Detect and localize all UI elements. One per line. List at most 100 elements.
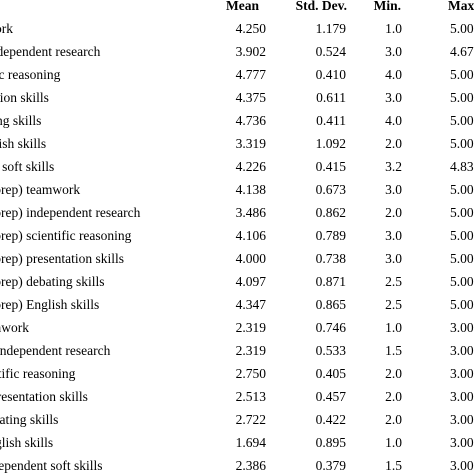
row-max: 3.00	[450, 343, 474, 358]
row-std-dev: 0.673	[315, 182, 346, 197]
header-std-dev: Std. Dev.	[295, 0, 347, 13]
row-min: 2.0	[385, 136, 402, 151]
table-header: Mean Std. Dev. Min. Max	[0, 0, 474, 17]
row-min: 2.0	[385, 366, 402, 381]
row-min: 3.0	[385, 44, 402, 59]
row-min: 4.0	[385, 113, 402, 128]
row-label: (pre-prep) scientific reasoning	[0, 228, 132, 243]
header-min: Min.	[373, 0, 401, 13]
row-std-dev: 0.746	[315, 320, 346, 335]
table-row: independent research 3.902 0.524 3.0 4.6…	[0, 40, 474, 63]
row-min: 2.5	[385, 274, 402, 289]
table-row: science soft skills 4.226 0.415 3.2 4.83	[0, 155, 474, 178]
row-min: 3.0	[385, 90, 402, 105]
row-mean: 4.375	[235, 90, 266, 105]
row-mean: 4.138	[235, 182, 266, 197]
table-row: debating skills 4.736 0.411 4.0 5.00	[0, 109, 474, 132]
row-std-dev: 0.379	[315, 458, 346, 473]
row-label: independent soft skills	[0, 458, 103, 473]
table-row: presentation skills 4.375 0.611 3.0 5.00	[0, 86, 474, 109]
row-max: 3.00	[450, 389, 474, 404]
row-label: English skills	[0, 435, 54, 450]
row-mean: 2.722	[235, 412, 266, 427]
table-row: scientific reasoning 4.777 0.410 4.0 5.0…	[0, 63, 474, 86]
row-label: debating skills	[0, 412, 59, 427]
table-row: English skills 3.319 1.092 2.0 5.00	[0, 132, 474, 155]
table-row: debating skills 2.722 0.422 2.0 3.00	[0, 408, 474, 431]
row-mean: 3.902	[235, 44, 266, 59]
table-row: teamwork 2.319 0.746 1.0 3.00	[0, 316, 474, 339]
row-mean: 2.513	[235, 389, 266, 404]
row-mean: 4.347	[235, 297, 266, 312]
row-max: 5.00	[450, 251, 474, 266]
row-std-dev: 0.865	[315, 297, 346, 312]
row-min: 2.5	[385, 297, 402, 312]
table-row: (pre-prep) debating skills 4.097 0.871 2…	[0, 270, 474, 293]
row-label: presentation skills	[0, 90, 49, 105]
row-label: teamwork	[0, 320, 29, 335]
row-mean: 4.736	[235, 113, 266, 128]
table-row: teamwork 4.250 1.179 1.0 5.00	[0, 17, 474, 40]
row-mean: 2.319	[235, 343, 266, 358]
row-max: 5.00	[450, 90, 474, 105]
row-max: 3.00	[450, 412, 474, 427]
row-max: 5.00	[450, 136, 474, 151]
table-row: (pre-prep) teamwork 4.138 0.673 3.0 5.00	[0, 178, 474, 201]
row-label: independent research	[0, 343, 111, 358]
row-mean: 4.226	[235, 159, 266, 174]
row-label: (pre-prep) independent research	[0, 205, 141, 220]
row-std-dev: 0.415	[315, 159, 346, 174]
row-min: 3.0	[385, 251, 402, 266]
row-max: 5.00	[450, 67, 474, 82]
table-row: (pre-prep) scientific reasoning 4.106 0.…	[0, 224, 474, 247]
row-label: scientific reasoning	[0, 67, 61, 82]
row-max: 3.00	[450, 366, 474, 381]
table-row: presentation skills 2.513 0.457 2.0 3.00	[0, 385, 474, 408]
row-label: (pre-prep) presentation skills	[0, 251, 124, 266]
row-label: English skills	[0, 136, 47, 151]
row-std-dev: 0.410	[315, 67, 346, 82]
row-label: teamwork	[0, 21, 13, 36]
row-mean: 3.319	[235, 136, 266, 151]
table-row: independent soft skills 2.386 0.379 1.5 …	[0, 454, 474, 474]
row-min: 2.0	[385, 389, 402, 404]
table-row: independent research 2.319 0.533 1.5 3.0…	[0, 339, 474, 362]
row-min: 4.0	[385, 67, 402, 82]
table-row: scientific reasoning 2.750 0.405 2.0 3.0…	[0, 362, 474, 385]
row-label: (pre-prep) teamwork	[0, 182, 81, 197]
table-row: English skills 1.694 0.895 1.0 3.00	[0, 431, 474, 454]
row-min: 1.5	[385, 458, 402, 473]
row-min: 1.0	[385, 435, 402, 450]
row-mean: 4.777	[235, 67, 266, 82]
row-label: debating skills	[0, 113, 42, 128]
row-min: 2.0	[385, 412, 402, 427]
row-std-dev: 0.524	[315, 44, 346, 59]
row-mean: 4.250	[235, 21, 266, 36]
row-std-dev: 0.411	[316, 113, 346, 128]
row-std-dev: 0.789	[315, 228, 346, 243]
row-label: science soft skills	[0, 159, 55, 174]
row-std-dev: 0.611	[316, 90, 346, 105]
header-max: Max	[448, 0, 474, 13]
row-mean: 4.106	[235, 228, 266, 243]
row-max: 5.00	[450, 274, 474, 289]
row-max: 3.00	[450, 320, 474, 335]
row-mean: 2.750	[235, 366, 266, 381]
row-label: (pre-prep) debating skills	[0, 274, 105, 289]
row-std-dev: 0.871	[315, 274, 346, 289]
row-mean: 2.319	[235, 320, 266, 335]
row-min: 3.2	[385, 159, 402, 174]
row-min: 1.0	[385, 320, 402, 335]
row-mean: 3.486	[235, 205, 266, 220]
row-max: 5.00	[450, 113, 474, 128]
row-mean: 2.386	[235, 458, 266, 473]
row-max: 5.00	[450, 205, 474, 220]
row-min: 3.0	[385, 182, 402, 197]
row-mean: 4.000	[235, 251, 266, 266]
table-row: (pre-prep) independent research 3.486 0.…	[0, 201, 474, 224]
row-max: 5.00	[450, 297, 474, 312]
row-max: 3.00	[450, 458, 474, 473]
row-max: 5.00	[450, 182, 474, 197]
row-max: 5.00	[450, 228, 474, 243]
